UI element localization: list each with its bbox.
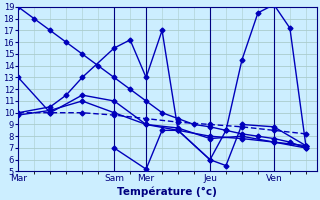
X-axis label: Température (°c): Température (°c) [117, 186, 217, 197]
